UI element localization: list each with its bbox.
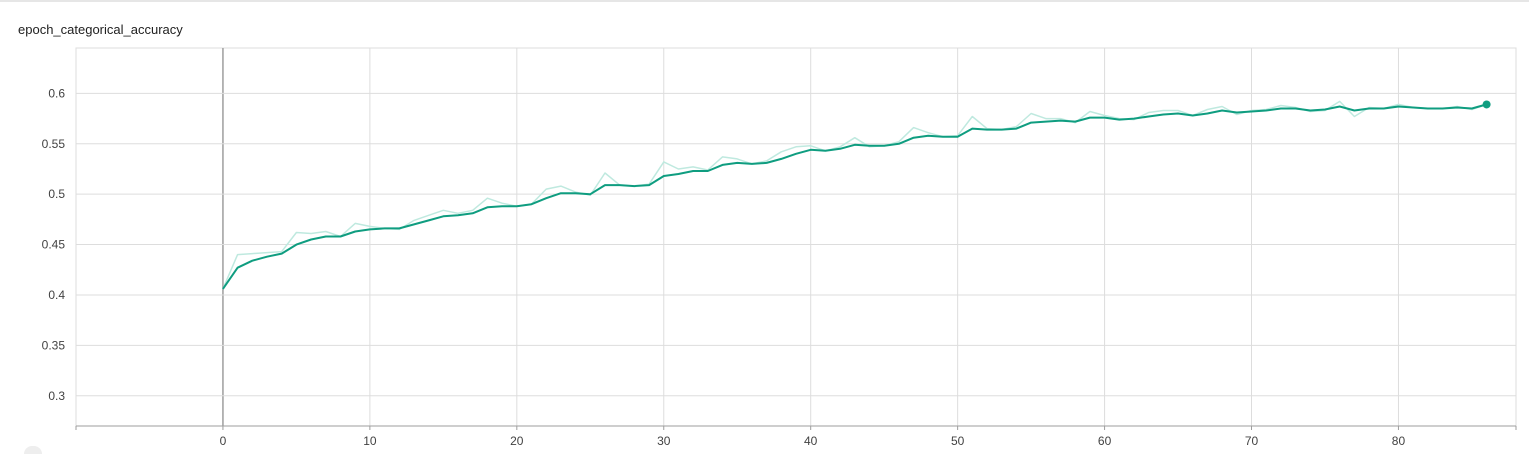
tick-labels: 0 10 20 30 40 50 60 70 80 0.3 0.35 0.4 0.45 0.5 0.55 0.… — [42, 86, 1406, 448]
corner-handle — [24, 446, 42, 454]
x-tick-label: 20 — [510, 434, 524, 448]
x-tick-label: 10 — [363, 434, 377, 448]
raw-line — [222, 100, 1487, 290]
axis-layer — [75, 425, 1517, 430]
top-border — [0, 0, 1529, 2]
x-tick-label: 40 — [804, 434, 818, 448]
x-tick-label: 0 — [220, 434, 227, 448]
y-tick-label: 0.5 — [48, 187, 65, 201]
x-tick-label: 70 — [1245, 434, 1259, 448]
x-tick-label: 30 — [657, 434, 671, 448]
x-tick-label: 60 — [1098, 434, 1112, 448]
y-tick-label: 0.4 — [48, 288, 65, 302]
x-tick-label: 50 — [951, 434, 965, 448]
y-tick-label: 0.6 — [48, 86, 65, 100]
y-tick-label: 0.45 — [42, 238, 66, 252]
smoothed-line — [222, 103, 1487, 290]
raw-series — [222, 100, 1487, 290]
grid-layer — [75, 47, 1517, 427]
smoothed-series — [222, 100, 1491, 290]
y-tick-label: 0.3 — [48, 389, 65, 403]
y-tick-label: 0.35 — [42, 338, 66, 352]
last-point-marker — [1482, 100, 1491, 109]
y-tick-label: 0.55 — [42, 137, 66, 151]
chart-title: epoch_categorical_accuracy — [18, 22, 183, 37]
x-tick-label: 80 — [1392, 434, 1406, 448]
